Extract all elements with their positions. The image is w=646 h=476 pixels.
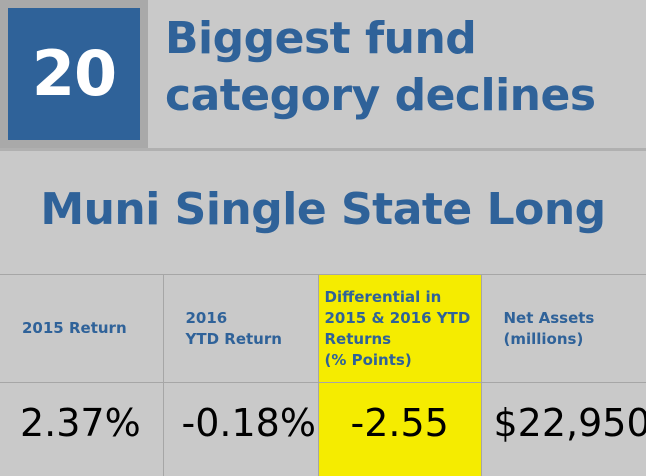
stats-table: 2015 Return 2016 YTD Return Differential… [0, 274, 646, 476]
category-title: Muni Single State Long [40, 184, 606, 235]
header-differential: Differential in 2015 & 2016 YTD Returns … [317, 274, 482, 383]
header-divider [0, 148, 646, 151]
table-header-row: 2015 Return 2016 YTD Return Differential… [0, 274, 646, 383]
header-net-assets: Net Assets (millions) [480, 274, 646, 383]
value-differential: -2.55 [317, 382, 482, 476]
header-2016-ytd-return: 2016 YTD Return [162, 274, 319, 383]
value-net-assets: $22,950 [480, 382, 646, 476]
value-2015-return: 2.37% [0, 382, 164, 476]
rank-number: 20 [8, 8, 140, 140]
value-2016-ytd-return: -0.18% [162, 382, 319, 476]
rank-badge: 20 [0, 0, 148, 148]
header-2015-return: 2015 Return [0, 274, 164, 383]
headline: Biggest fund category declines [165, 13, 596, 121]
header: 20 Biggest fund category declines [0, 0, 646, 148]
table-value-row: 2.37% -0.18% -2.55 $22,950 [0, 382, 646, 476]
